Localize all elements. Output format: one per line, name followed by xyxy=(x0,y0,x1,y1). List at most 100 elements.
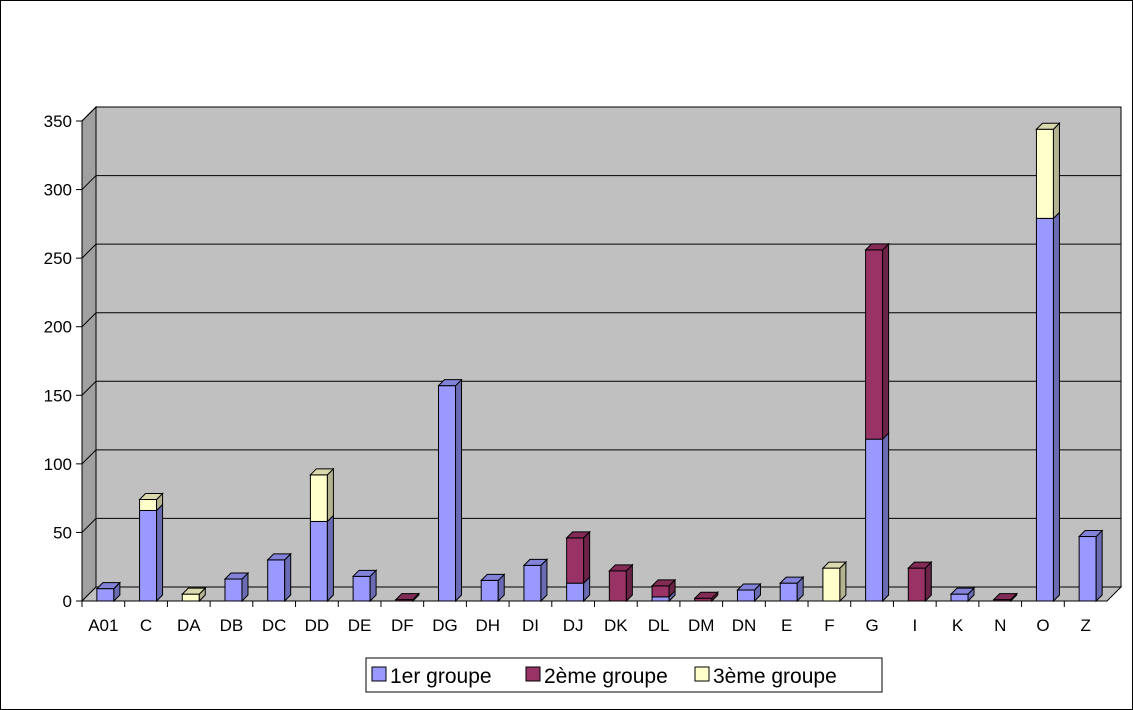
bar-top-I xyxy=(907,561,933,569)
x-tick-label: O xyxy=(1036,616,1049,635)
bar-side xyxy=(1052,211,1060,603)
x-tick-label: DB xyxy=(220,616,244,635)
y-tick-label: 50 xyxy=(53,523,72,542)
x-tick-label: E xyxy=(781,616,792,635)
x-tick-label: DM xyxy=(688,616,714,635)
y-tick-label: 350 xyxy=(44,112,72,131)
bar-top-DD xyxy=(309,468,335,476)
x-tick-label: G xyxy=(865,616,878,635)
legend-label-1er-groupe: 1er groupe xyxy=(390,665,492,688)
x-tick-label: K xyxy=(952,616,964,635)
bar-DI-1er-groupe xyxy=(523,558,548,603)
x-tick-label: DN xyxy=(732,616,757,635)
bar-side xyxy=(540,558,548,603)
bar-G-2ème-groupe xyxy=(865,242,890,441)
bar-front xyxy=(865,249,884,440)
bar-side xyxy=(284,552,292,603)
bar-top-DN xyxy=(736,583,762,591)
x-tick-label: DC xyxy=(262,616,287,635)
bar-Z-1er-groupe xyxy=(1078,529,1103,603)
bar-top-A01 xyxy=(95,582,122,590)
bar-side xyxy=(156,503,164,603)
x-tick-label: DJ xyxy=(563,616,584,635)
x-tick-label: DG xyxy=(432,616,458,635)
bar-top-DA xyxy=(181,587,207,595)
x-tick-label: DE xyxy=(348,616,372,635)
y-tick-label: 100 xyxy=(44,455,72,474)
bar-DG-1er-groupe xyxy=(438,378,463,603)
bar-side xyxy=(882,431,890,603)
bar-DC-1er-groupe xyxy=(267,552,292,603)
x-tick-label: DF xyxy=(391,616,414,635)
bar-front xyxy=(96,588,115,602)
bar-I-2ème-groupe xyxy=(907,560,932,603)
bar-DJ-2ème-groupe xyxy=(566,530,591,585)
gridline xyxy=(81,312,1121,328)
bar-front xyxy=(651,596,670,602)
bar-side xyxy=(326,467,334,523)
gridline xyxy=(81,175,1121,190)
bar-front xyxy=(352,575,371,602)
x-tick-label: DL xyxy=(648,616,670,635)
y-tick-label: 300 xyxy=(44,181,72,200)
gridline xyxy=(81,243,1121,259)
legend-box xyxy=(365,657,883,693)
bar-side xyxy=(882,242,890,441)
x-tick-label: Z xyxy=(1080,616,1090,635)
bar-top-E xyxy=(778,576,805,584)
legend-label-3eme-groupe: 3ème groupe xyxy=(713,665,837,688)
bar-DD-1er-groupe xyxy=(309,514,334,603)
bar-O-3ème-groupe xyxy=(1035,122,1060,220)
bar-top-DF xyxy=(394,593,421,601)
y-tick-label: 150 xyxy=(44,386,72,405)
y-axis-ticks: 0 50 100 150 200 250 300 350 xyxy=(44,112,82,611)
bar-front xyxy=(608,570,627,602)
bar-front xyxy=(1035,217,1054,602)
bar-top-DM xyxy=(693,591,719,599)
bar-top-N xyxy=(992,593,1018,601)
bar-front xyxy=(907,567,926,602)
bar-side xyxy=(1052,122,1060,220)
bar-DE-1er-groupe xyxy=(352,569,377,603)
bar-front xyxy=(139,509,158,602)
bar-front xyxy=(566,582,585,602)
bar-front xyxy=(438,385,457,602)
side-wall xyxy=(81,105,97,603)
bar-top-DI xyxy=(522,558,549,566)
bar-front xyxy=(523,564,542,602)
x-tick-label: I xyxy=(912,616,917,635)
y-tick-label: 200 xyxy=(44,318,72,337)
bar-front xyxy=(950,593,969,602)
x-tick-label: DD xyxy=(305,616,330,635)
bar-front xyxy=(309,520,328,602)
x-tick-label: F xyxy=(824,616,834,635)
x-tick-label: A01 xyxy=(88,616,118,635)
bar-side xyxy=(924,560,932,603)
plot-walls xyxy=(80,105,1123,603)
bar-top-Z xyxy=(1077,530,1104,538)
bar-top-F xyxy=(821,561,848,569)
bar-side xyxy=(326,514,334,603)
bar-front xyxy=(181,593,200,602)
bar-G-1er-groupe xyxy=(865,431,890,603)
bar-top-K xyxy=(949,587,976,595)
bar-top-G xyxy=(864,243,890,251)
bar-top-DC xyxy=(266,553,292,561)
x-axis-ticks: A01 C DA DB DC DD DE DF DG DH DI DJ DK DL DM DN E F G I K N O Z xyxy=(81,601,1091,635)
legend-swatch-3eme-groupe xyxy=(694,666,710,682)
bar-front xyxy=(224,578,243,602)
bar-DD-3ème-groupe xyxy=(309,467,334,523)
bar-top-DJ xyxy=(565,531,591,539)
x-tick-label: N xyxy=(994,616,1006,635)
bar-front xyxy=(480,579,499,602)
x-tick-label: C xyxy=(140,616,152,635)
bar-front xyxy=(309,474,328,522)
bar-DK-2ème-groupe xyxy=(608,563,633,603)
bar-top-DG xyxy=(437,379,463,387)
gridline xyxy=(81,380,1121,396)
gridlines xyxy=(81,106,1121,533)
bar-side xyxy=(1095,529,1103,603)
bar-front xyxy=(779,582,798,602)
bar-front xyxy=(1078,536,1097,602)
